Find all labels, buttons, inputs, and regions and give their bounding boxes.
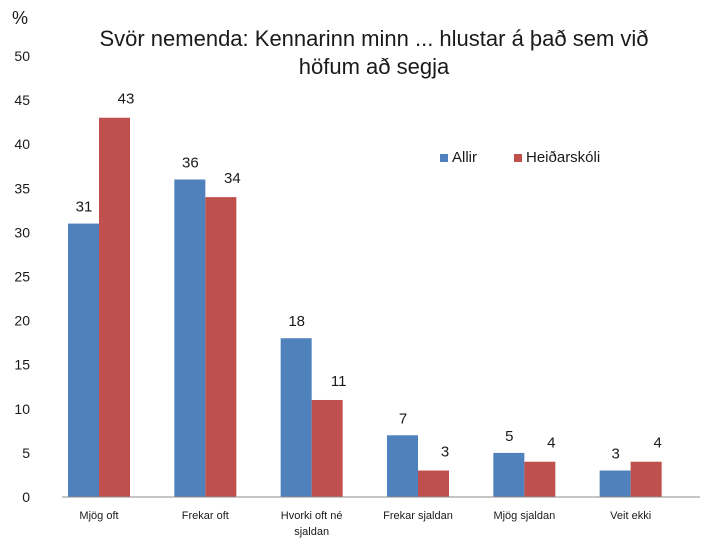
data-label: 31 [76, 199, 93, 216]
y-tick-label: 15 [14, 357, 30, 373]
y-tick-label: 25 [14, 269, 30, 285]
bar [418, 470, 449, 497]
data-label: 11 [331, 373, 347, 390]
bar [99, 117, 130, 498]
x-category-label: sjaldan [294, 526, 329, 538]
y-axis-ticks: 0 5 10 15 20 25 30 35 40 45 50 [14, 48, 30, 505]
y-tick-label: 50 [14, 48, 30, 64]
legend-swatch [514, 154, 522, 162]
chart-title-line: höfum að segja [299, 54, 450, 79]
data-label: 18 [288, 313, 305, 330]
x-category-label: Mjög oft [79, 510, 118, 522]
x-category-label: Frekar oft [182, 510, 229, 522]
data-label: 4 [653, 435, 661, 452]
bar [599, 470, 631, 497]
data-label: 5 [505, 428, 513, 445]
bar [68, 223, 99, 497]
chart-title: Svör nemenda: Kennarinn minn ... hlustar… [99, 26, 648, 79]
y-tick-label: 35 [14, 180, 30, 196]
data-label: 7 [399, 410, 407, 427]
bar [205, 197, 237, 497]
bar [524, 461, 556, 497]
y-tick-label: 5 [22, 445, 30, 461]
y-tick-label: 45 [14, 92, 30, 108]
x-category-label: Frekar sjaldan [383, 510, 453, 522]
bar [493, 452, 525, 497]
bar [387, 435, 418, 497]
x-axis-category-labels: Mjög oft Frekar oft Hvorki oft né sjaldan Fr… [79, 510, 651, 538]
y-axis-unit-label: % [12, 8, 28, 28]
y-tick-label: 20 [14, 313, 30, 329]
data-label: 34 [224, 170, 241, 187]
data-label: 43 [118, 91, 135, 108]
bar [311, 399, 343, 497]
bar [280, 338, 312, 497]
bars [68, 117, 662, 498]
bar [174, 179, 206, 498]
x-category-label: Veit ekki [610, 510, 651, 522]
bar [630, 461, 662, 497]
legend-swatch [440, 154, 448, 162]
data-label: 3 [611, 446, 619, 463]
y-tick-label: 10 [14, 401, 30, 417]
data-label: 3 [441, 444, 449, 461]
x-category-label: Mjög sjaldan [493, 510, 555, 522]
legend-label: Heiðarskóli [526, 149, 600, 166]
data-label: 36 [182, 154, 199, 171]
y-tick-label: 0 [22, 489, 30, 505]
y-tick-label: 30 [14, 224, 30, 240]
legend-label: Allir [452, 149, 477, 166]
data-label: 4 [547, 435, 555, 452]
legend: Allir Heiðarskóli [440, 149, 600, 166]
chart-title-line: Svör nemenda: Kennarinn minn ... hlustar… [99, 26, 648, 51]
y-tick-label: 40 [14, 136, 30, 152]
x-category-label: Hvorki oft né [281, 510, 343, 522]
